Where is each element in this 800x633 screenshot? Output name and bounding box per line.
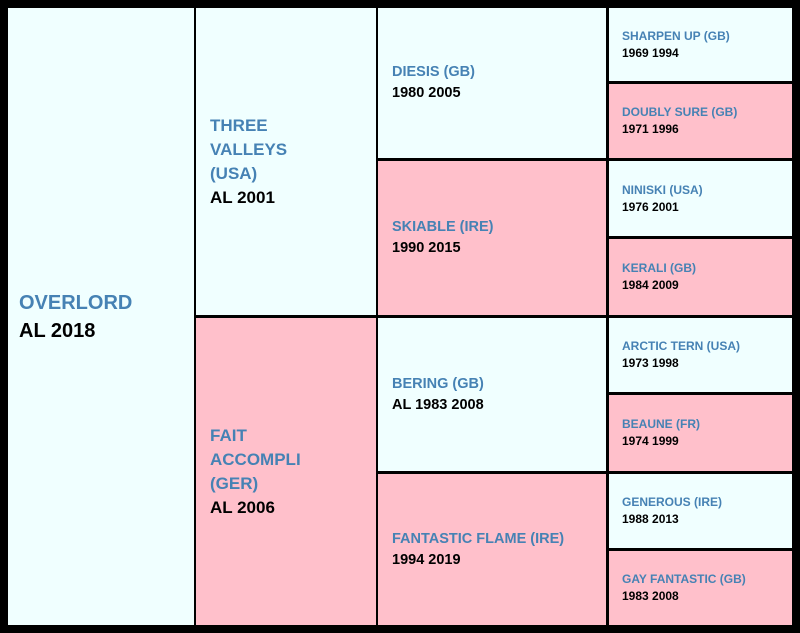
- sire-cell: THREE VALLEYS (USA) AL 2001: [196, 8, 376, 315]
- sire-sire-cell: DIESIS (GB) 1980 2005: [378, 8, 606, 158]
- great-grandparent-name: GENEROUS (IRE): [622, 495, 723, 509]
- great-grandparent-info: 1976 2001: [622, 199, 679, 214]
- great-grandparent-name: BEAUNE (FR): [622, 417, 700, 431]
- great-grandparent-info: 1973 1998: [622, 356, 679, 370]
- dam-sire-cell: BERING (GB) AL 1983 2008: [378, 318, 606, 471]
- sire-name: THREE VALLEYS (USA): [210, 115, 288, 183]
- dam-dam-name: FANTASTIC FLAME (IRE): [392, 530, 565, 547]
- great-grandparent-info: 1988 2013: [622, 512, 679, 526]
- great-grandparent-cell: NINISKI (USA) 1976 2001: [609, 161, 792, 236]
- subject-horse-info: AL 2018: [19, 319, 96, 342]
- great-grandparent-info: 1969 1994: [622, 45, 679, 60]
- sire-dam-name: SKIABLE (IRE): [392, 219, 494, 235]
- great-grandparent-info: 1971 1996: [622, 122, 679, 136]
- great-grandparent-name: ARCTIC TERN (USA): [622, 339, 740, 353]
- great-grandparent-info: 1974 1999: [622, 434, 679, 448]
- great-grandparent-name: GAY FANTASTIC (GB): [622, 572, 746, 586]
- sire-sire-name: DIESIS (GB): [392, 64, 475, 80]
- great-grandparent-cell: KERALI (GB) 1984 2009: [609, 239, 792, 315]
- great-grandparent-name: DOUBLY SURE (GB): [622, 105, 738, 119]
- dam-dam-cell: FANTASTIC FLAME (IRE) 1994 2019: [378, 474, 606, 625]
- dam-name: FAIT ACCOMPLI (GER): [210, 425, 301, 493]
- great-grandparent-info: 1983 2008: [622, 589, 679, 603]
- great-grandparent-cell: GAY FANTASTIC (GB) 1983 2008: [609, 551, 792, 625]
- sire-dam-cell: SKIABLE (IRE) 1990 2015: [378, 161, 606, 315]
- great-grandparent-name: KERALI (GB): [622, 261, 696, 275]
- great-grandparent-cell: GENEROUS (IRE) 1988 2013: [609, 474, 792, 548]
- dam-cell: FAIT ACCOMPLI (GER) AL 2006: [196, 318, 376, 625]
- sire-sire-info: 1980 2005: [392, 85, 461, 101]
- great-grandparent-cell: ARCTIC TERN (USA) 1973 1998: [609, 318, 792, 392]
- subject-horse-name: OVERLORD: [19, 291, 133, 314]
- sire-info: AL 2001: [210, 187, 275, 207]
- dam-info: AL 2006: [210, 497, 275, 517]
- dam-sire-name: BERING (GB): [392, 375, 484, 392]
- sire-dam-info: 1990 2015: [392, 240, 461, 256]
- dam-dam-info: 1994 2019: [392, 551, 461, 568]
- great-grandparent-cell: DOUBLY SURE (GB) 1971 1996: [609, 84, 792, 158]
- great-grandparent-cell: SHARPEN UP (GB) 1969 1994: [609, 8, 792, 81]
- great-grandparent-cell: BEAUNE (FR) 1974 1999: [609, 395, 792, 471]
- subject-horse-cell: OVERLORD AL 2018: [8, 8, 194, 625]
- great-grandparent-name: SHARPEN UP (GB): [622, 28, 730, 43]
- great-grandparent-name: NINISKI (USA): [622, 182, 703, 197]
- dam-sire-info: AL 1983 2008: [392, 396, 484, 413]
- great-grandparent-info: 1984 2009: [622, 278, 679, 292]
